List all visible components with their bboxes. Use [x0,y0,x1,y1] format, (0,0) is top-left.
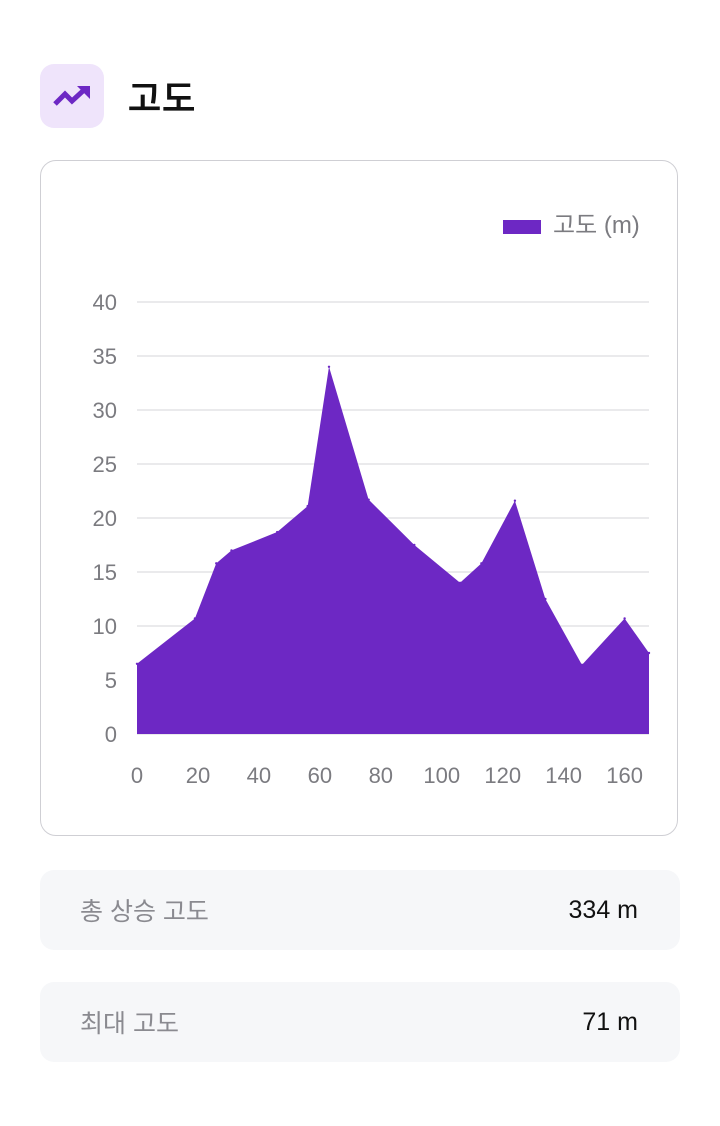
data-point [580,663,584,667]
elevation-chart: 0 5 10 15 20 25 30 35 40 0 20 40 60 80 100 120 140 160 고… [93,212,651,788]
data-point [215,562,218,565]
section-header: 고도 [40,64,196,128]
y-tick-label: 40 [93,290,117,315]
elevation-area [137,366,649,734]
x-tick-label: 120 [484,763,521,788]
stat-total-ascent: 총 상승 고도 334 m [40,870,680,950]
data-point [367,498,370,501]
x-tick-label: 40 [247,763,271,788]
y-tick-label: 10 [93,614,117,639]
stat-value: 334 m [568,895,638,924]
data-point [230,549,233,552]
legend: 고도 (m) [503,212,640,239]
data-point [480,562,483,565]
x-tick-label: 60 [308,763,332,788]
stat-label: 최대 고도 [80,1010,179,1038]
data-point [193,617,197,620]
y-tick-label: 25 [93,452,117,477]
data-point [327,365,331,368]
y-axis-ticks: 0 5 10 15 20 25 30 35 40 [93,290,117,747]
data-point [275,530,279,534]
data-point [544,597,547,601]
data-point [413,543,416,547]
page-title: 고도 [128,78,197,119]
x-tick-label: 140 [545,763,582,788]
data-point [513,499,517,502]
x-tick-label: 20 [186,763,210,788]
data-point [647,651,651,655]
y-tick-label: 0 [105,722,117,747]
trending-up-icon [40,64,104,128]
y-tick-label: 15 [93,560,117,585]
data-point [458,581,462,584]
elevation-chart-card: 0 5 10 15 20 25 30 35 40 0 20 40 60 80 100 120 140 160 고… [40,160,678,836]
data-point [135,662,139,665]
data-point [623,617,626,620]
y-tick-label: 30 [93,398,117,423]
y-tick-label: 35 [93,344,117,369]
x-tick-label: 80 [369,763,393,788]
x-tick-label: 0 [131,763,143,788]
x-tick-label: 100 [423,763,460,788]
y-tick-label: 20 [93,506,117,531]
data-point [306,504,309,508]
stat-value: 71 m [582,1007,638,1036]
stat-label: 총 상승 고도 [80,898,209,926]
legend-label[interactable]: 고도 (m) [553,212,640,239]
x-tick-label: 160 [606,763,643,788]
area-layer [135,365,651,734]
y-tick-label: 5 [105,668,117,693]
x-axis-ticks: 0 20 40 60 80 100 120 140 160 [131,763,643,788]
legend-swatch [503,220,541,234]
stat-max-elevation: 최대 고도 71 m [40,982,680,1062]
